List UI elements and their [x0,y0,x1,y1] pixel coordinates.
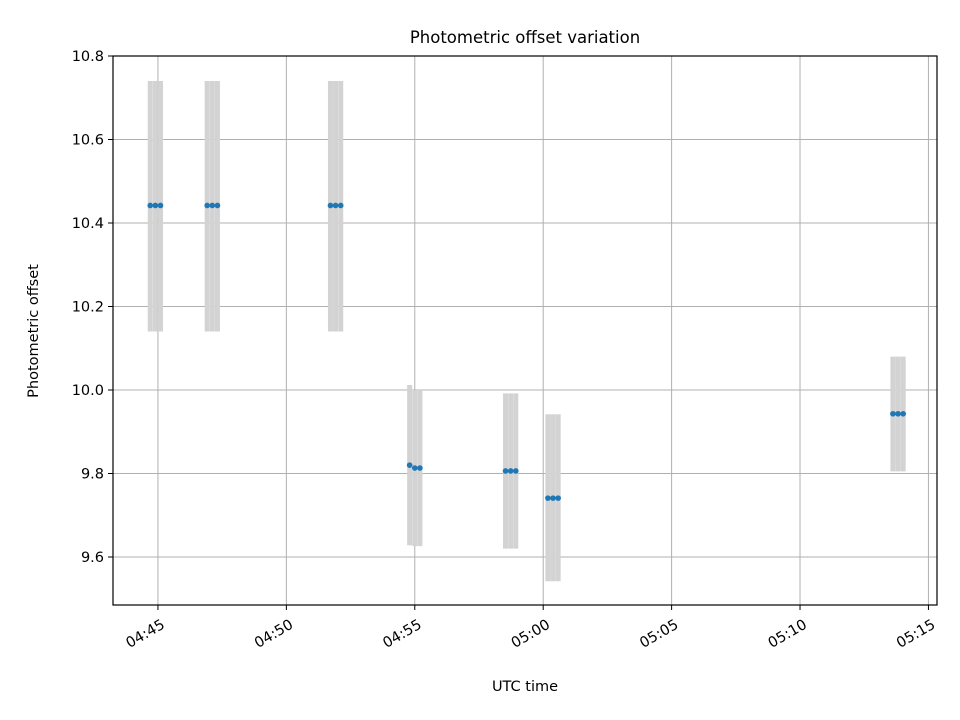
data-point [204,202,210,209]
data-point [152,202,159,209]
data-point [900,410,906,417]
data-point [337,202,344,209]
data-point [502,468,509,474]
x-tick-label: 05:15 [894,617,938,652]
y-tick-label: 10.2 [72,299,104,315]
data-points [147,202,906,501]
y-tick-label: 10.4 [72,216,104,232]
data-point [332,202,339,209]
y-tick-label: 9.8 [81,466,104,482]
y-tick-label: 10.0 [72,383,104,399]
x-tick-label: 05:05 [637,617,681,652]
data-point [890,410,896,417]
data-point [417,465,423,471]
errorbars [147,81,906,582]
y-axis-ticks: 9.6 9.8 10.0 10.2 10.4 10.6 10.8 [72,49,113,566]
x-tick-label: 05:00 [509,617,553,652]
data-point [512,468,519,474]
y-axis-label: Photometric offset [26,264,42,398]
data-point [147,202,154,209]
data-point [209,202,216,209]
data-point [157,202,164,209]
data-point [895,410,901,417]
x-tick-label: 05:10 [766,617,810,652]
x-axis-label: UTC time [492,679,558,695]
grid [113,55,937,605]
x-tick-label: 04:55 [380,617,424,652]
data-point [327,202,334,209]
data-point [406,462,413,468]
x-tick-label: 04:45 [124,617,168,652]
y-tick-label: 10.8 [72,49,104,65]
data-point [411,465,418,471]
data-point [545,495,551,501]
chart-title: Photometric offset variation [410,28,640,47]
y-tick-label: 10.6 [72,132,104,148]
data-point [550,495,556,501]
y-tick-label: 9.6 [81,550,104,566]
data-point [214,202,221,209]
data-point [555,495,561,501]
x-axis-ticks: 04:45 04:50 04:55 05:00 05:05 05:10 05:15 [124,605,938,652]
data-point [507,468,514,474]
x-tick-label: 04:50 [252,617,296,652]
plot-frame [112,55,938,606]
